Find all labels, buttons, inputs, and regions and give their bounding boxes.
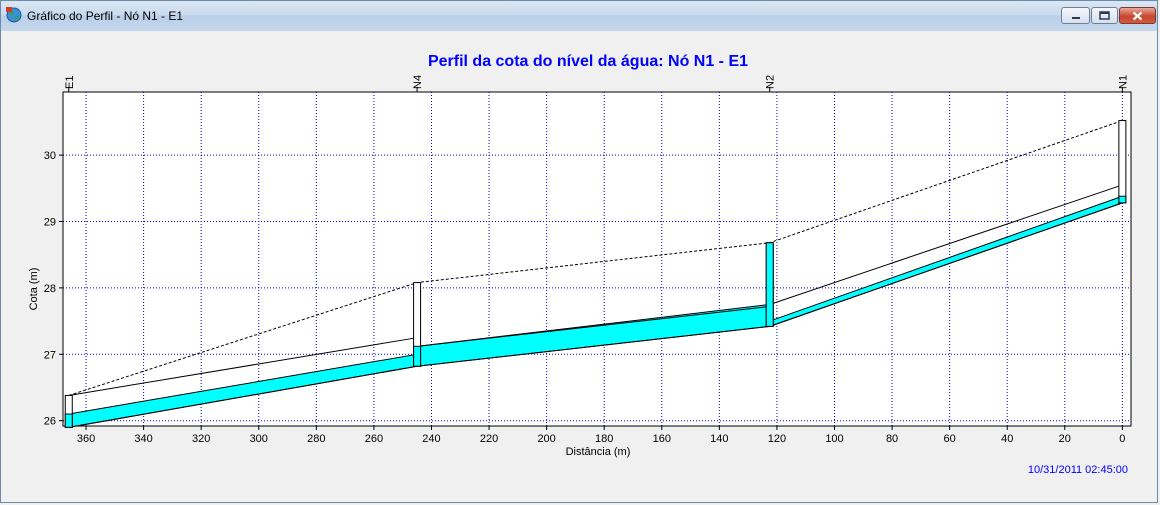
y-tick-label: 27	[44, 349, 56, 361]
manhole-water-fill	[64, 413, 73, 428]
x-tick-label: 360	[77, 433, 95, 445]
x-tick-label: 240	[422, 433, 440, 445]
node-markers: E1 N4 N2 N1	[64, 75, 1129, 428]
x-tick-label: 20	[1059, 433, 1071, 445]
manhole-water-fill	[765, 242, 774, 327]
profile-chart: Perfil da cota do nível da água: Nó N1 -…	[28, 53, 1132, 476]
x-tick-label: 220	[480, 433, 498, 445]
y-tick-label: 26	[44, 416, 56, 428]
close-button[interactable]	[1119, 7, 1156, 24]
node-label: N1	[1117, 75, 1129, 89]
manhole-water-fill	[413, 345, 422, 367]
pipe-crown-line	[769, 184, 1123, 305]
timestamp: 10/31/2011 02:45:00	[1028, 464, 1128, 476]
pipe-crown-line	[68, 337, 418, 396]
y-tick-label: 29	[44, 216, 56, 228]
minimize-icon	[1071, 16, 1080, 19]
x-tick-label: 340	[134, 433, 152, 445]
minimize-button[interactable]	[1061, 7, 1090, 24]
y-axis-label: Cota (m)	[28, 268, 40, 311]
pipe-invert-line	[769, 202, 1123, 327]
globe-app-icon	[6, 7, 22, 23]
x-axis-label: Distância (m)	[566, 446, 631, 458]
x-tick-label: 260	[365, 433, 383, 445]
grid-lines	[63, 92, 1131, 426]
chart-title: Perfil da cota do nível da água: Nó N1 -…	[428, 53, 748, 70]
x-tick-label: 100	[825, 433, 843, 445]
node-label: N4	[412, 75, 424, 89]
manhole-marker	[1118, 120, 1127, 204]
pipe-invert-line	[68, 365, 418, 428]
y-tick-label: 30	[44, 150, 56, 162]
x-tick-label: 0	[1119, 433, 1125, 445]
plot-background	[62, 91, 1132, 427]
x-tick-label: 60	[944, 433, 956, 445]
x-tick-label: 140	[710, 433, 728, 445]
window-title: Gráfico do Perfil - Nó N1 - E1	[27, 9, 184, 23]
node-label: N2	[765, 75, 777, 89]
pipe-invert-line	[417, 325, 770, 367]
pipe-crown-line	[417, 305, 770, 347]
x-tick-label: 300	[250, 433, 268, 445]
x-tick-label: 200	[537, 433, 555, 445]
chart-area: Perfil da cota do nível da água: Nó N1 -…	[8, 31, 1152, 497]
x-tick-label: 180	[595, 433, 613, 445]
y-axis: 26 27 28 29 30	[44, 150, 63, 428]
x-tick-label: 320	[192, 433, 210, 445]
x-tick-label: 80	[886, 433, 898, 445]
maximize-button[interactable]	[1091, 7, 1118, 24]
ground-level-line	[68, 120, 1123, 396]
close-icon	[1132, 11, 1143, 20]
node-label: E1	[64, 76, 76, 89]
title-bar[interactable]: Gráfico do Perfil - Nó N1 - E1	[1, 1, 1157, 31]
x-tick-label: 280	[307, 433, 325, 445]
maximize-icon	[1099, 11, 1110, 20]
y-tick-label: 28	[44, 283, 56, 295]
x-tick-label: 40	[1001, 433, 1013, 445]
x-axis: 360 340 320 300 280 260 240 220 200 180 160 140 120 1…	[77, 426, 1125, 445]
manhole-water-fill	[1118, 195, 1127, 204]
x-tick-label: 120	[768, 433, 786, 445]
x-tick-label: 160	[653, 433, 671, 445]
profile-lines	[68, 120, 1123, 428]
